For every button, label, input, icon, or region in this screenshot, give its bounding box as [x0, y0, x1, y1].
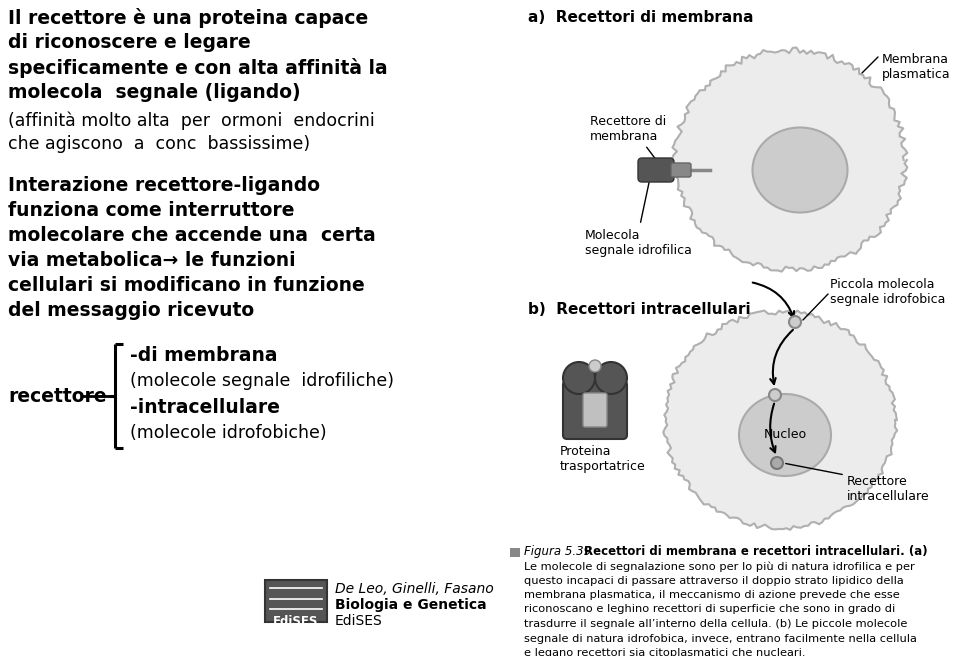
Text: Recettore di
membrana: Recettore di membrana [590, 115, 666, 143]
FancyBboxPatch shape [638, 158, 674, 182]
Text: b)  Recettori intracellulari: b) Recettori intracellulari [528, 302, 751, 317]
Text: funziona come interruttore: funziona come interruttore [8, 201, 295, 220]
Text: Interazione recettore-ligando: Interazione recettore-ligando [8, 176, 320, 195]
Text: -di membrana: -di membrana [130, 346, 277, 365]
Text: Proteina
trasportatrice: Proteina trasportatrice [560, 445, 646, 473]
Text: specificamente e con alta affinità la: specificamente e con alta affinità la [8, 58, 388, 78]
Text: membrana plasmatica, il meccanismo di azione prevede che esse: membrana plasmatica, il meccanismo di az… [524, 590, 900, 600]
Text: che agiscono  a  conc  bassissime): che agiscono a conc bassissime) [8, 135, 310, 153]
Text: molecolare che accende una  certa: molecolare che accende una certa [8, 226, 375, 245]
Text: molecola  segnale (ligando): molecola segnale (ligando) [8, 83, 300, 102]
Text: via metabolica→ le funzioni: via metabolica→ le funzioni [8, 251, 296, 270]
Text: De Leo, Ginelli, Fasano: De Leo, Ginelli, Fasano [335, 582, 493, 596]
Text: EdiSES: EdiSES [274, 615, 319, 628]
Text: Membrana
plasmatica: Membrana plasmatica [882, 53, 950, 81]
Text: (affinità molto alta  per  ormoni  endocrini: (affinità molto alta per ormoni endocrin… [8, 112, 374, 131]
Text: Recettori di membrana e recettori intracellulari. (a): Recettori di membrana e recettori intrac… [584, 545, 927, 558]
Text: (molecole idrofobiche): (molecole idrofobiche) [130, 424, 326, 442]
Text: Le molecole di segnalazione sono per lo più di natura idrofilica e per: Le molecole di segnalazione sono per lo … [524, 561, 915, 571]
Text: Figura 5.39: Figura 5.39 [524, 545, 591, 558]
Text: a)  Recettori di membrana: a) Recettori di membrana [528, 10, 754, 25]
Text: e legano recettori sia citoplasmatici che nucleari.: e legano recettori sia citoplasmatici ch… [524, 648, 805, 656]
FancyBboxPatch shape [563, 381, 627, 439]
Circle shape [589, 360, 601, 372]
Text: Recettore
intracellulare: Recettore intracellulare [847, 475, 929, 503]
Text: di riconoscere e legare: di riconoscere e legare [8, 33, 251, 52]
Polygon shape [672, 47, 907, 272]
Text: segnale di natura idrofobica, invece, entrano facilmente nella cellula: segnale di natura idrofobica, invece, en… [524, 634, 917, 644]
Ellipse shape [753, 127, 848, 213]
Text: Il recettore è una proteina capace: Il recettore è una proteina capace [8, 8, 369, 28]
Text: riconoscano e leghino recettori di superficie che sono in grado di: riconoscano e leghino recettori di super… [524, 604, 896, 615]
Polygon shape [663, 310, 898, 530]
Text: Biologia e Genetica: Biologia e Genetica [335, 598, 487, 612]
Circle shape [771, 457, 783, 469]
Bar [510, 548, 520, 557]
FancyBboxPatch shape [671, 163, 691, 177]
Text: Molecola
segnale idrofilica: Molecola segnale idrofilica [585, 229, 692, 257]
Circle shape [769, 389, 781, 401]
Text: (molecole segnale  idrofiliche): (molecole segnale idrofiliche) [130, 372, 394, 390]
Text: cellulari si modificano in funzione: cellulari si modificano in funzione [8, 276, 365, 295]
Circle shape [789, 316, 801, 328]
Circle shape [563, 362, 595, 394]
Circle shape [595, 362, 627, 394]
Text: del messaggio ricevuto: del messaggio ricevuto [8, 301, 254, 320]
Text: EdiSES: EdiSES [335, 614, 383, 628]
Text: recettore: recettore [8, 386, 107, 405]
Ellipse shape [739, 394, 831, 476]
FancyBboxPatch shape [583, 393, 607, 427]
Bar [265, 580, 327, 622]
Text: Nucleo: Nucleo [763, 428, 806, 441]
Text: trasdurre il segnale all’interno della cellula. (b) Le piccole molecole: trasdurre il segnale all’interno della c… [524, 619, 907, 629]
Text: -intracellulare: -intracellulare [130, 398, 280, 417]
Text: questo incapaci di passare attraverso il doppio strato lipidico della: questo incapaci di passare attraverso il… [524, 575, 903, 586]
Text: Piccola molecola
segnale idrofobica: Piccola molecola segnale idrofobica [830, 278, 946, 306]
